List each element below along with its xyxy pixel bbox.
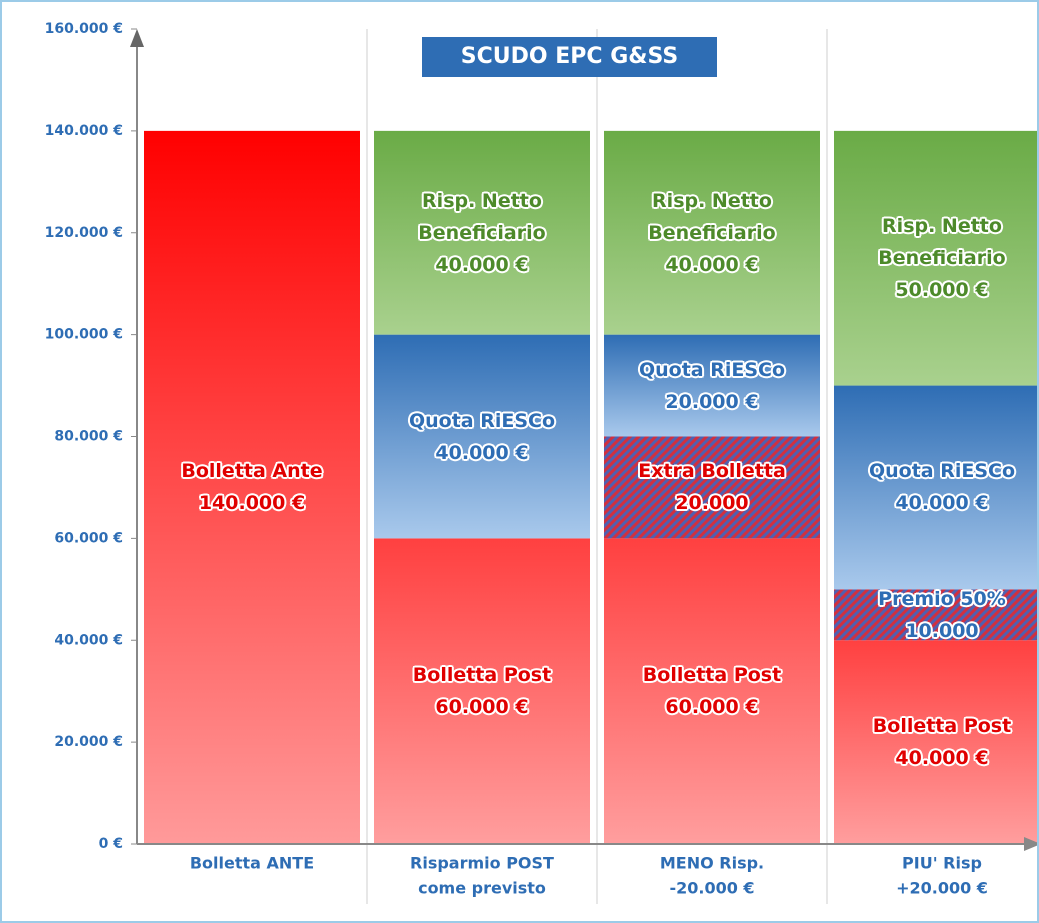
segment-label: Risp. Netto Beneficiario 50.000 €	[847, 210, 1037, 306]
segment-value: 140.000 €	[198, 492, 306, 515]
y-tick-label: 20.000 €	[54, 734, 123, 750]
segment-label: Bolletta Post 60.000 €	[617, 659, 807, 723]
x-tick-label: PIU' Risp	[902, 854, 982, 873]
segment-label: Quota RiESCo 40.000 €	[847, 455, 1037, 519]
bar-segment	[374, 538, 590, 844]
segment-value: 20.000	[675, 492, 749, 515]
segment-name: Risp. Netto Beneficiario	[418, 189, 546, 244]
y-axis-arrow	[130, 29, 144, 47]
segment-label: Risp. Netto Beneficiario 40.000 €	[387, 185, 577, 281]
y-tick-label: 120.000 €	[45, 225, 123, 241]
bar-segment	[834, 640, 1037, 844]
bar-segment	[604, 334, 820, 437]
x-tick-label: Risparmio POST	[410, 854, 554, 873]
segment-name: Risp. Netto Beneficiario	[648, 189, 776, 244]
y-tick-label: 140.000 €	[45, 123, 123, 139]
segment-value: 40.000 €	[435, 441, 529, 464]
segment-value: 40.000 €	[895, 747, 989, 770]
bar-segment	[604, 436, 820, 539]
segment-name: Quota RiESCo	[408, 409, 556, 432]
y-tick-label: 40.000 €	[54, 632, 123, 648]
segment-name: Extra Bolletta	[638, 460, 786, 483]
x-tick-label: Bolletta ANTE	[190, 854, 314, 873]
x-tick-label: come previsto	[418, 879, 546, 898]
segment-label: Premio 50% 10.000	[847, 583, 1037, 647]
segment-name: Premio 50%	[878, 587, 1006, 610]
segment-name: Bolletta Post	[412, 664, 552, 687]
bar-segment	[374, 130, 590, 335]
segment-name: Bolletta Post	[642, 664, 782, 687]
segment-name: Bolletta Post	[872, 715, 1012, 738]
segment-label: Bolletta Ante 140.000 €	[157, 455, 347, 519]
segment-label: Bolletta Post 60.000 €	[387, 659, 577, 723]
y-tick-label: 0 €	[99, 836, 123, 852]
segment-value: 50.000 €	[895, 279, 989, 302]
x-tick-label: +20.000 €	[896, 879, 988, 898]
x-axis-arrow	[1024, 837, 1037, 851]
segment-label: Extra Bolletta 20.000	[617, 455, 807, 519]
segment-name: Quota RiESCo	[638, 358, 786, 381]
chart-title: SCUDO EPC G&SS	[422, 37, 717, 77]
bar-segment	[604, 538, 820, 844]
segment-value: 20.000 €	[665, 390, 759, 413]
segment-label: Quota RiESCo 40.000 €	[387, 405, 577, 469]
y-tick-label: 60.000 €	[54, 530, 123, 546]
y-tick-label: 100.000 €	[45, 327, 123, 343]
bar-segment	[834, 589, 1037, 641]
x-tick-label: -20.000 €	[669, 879, 754, 898]
segment-value: 10.000	[905, 619, 979, 642]
x-tick-label: MENO Risp.	[660, 854, 764, 873]
segment-label: Risp. Netto Beneficiario 40.000 €	[617, 185, 807, 281]
y-tick-label: 80.000 €	[54, 429, 123, 445]
segment-name: Bolletta Ante	[181, 460, 323, 483]
bar-segment	[144, 130, 360, 844]
segment-value: 40.000 €	[895, 492, 989, 515]
bar-segment	[834, 130, 1037, 386]
y-tick-label: 160.000 €	[45, 21, 123, 37]
segment-value: 40.000 €	[665, 253, 759, 276]
bar-segment	[604, 130, 820, 335]
segment-value: 60.000 €	[665, 696, 759, 719]
bar-segment	[834, 385, 1037, 590]
segment-value: 60.000 €	[435, 696, 529, 719]
bar-segment	[374, 334, 590, 539]
segment-value: 40.000 €	[435, 253, 529, 276]
segment-label: Quota RiESCo 20.000 €	[617, 354, 807, 418]
segment-label: Bolletta Post 40.000 €	[847, 710, 1037, 774]
segment-name: Risp. Netto Beneficiario	[878, 215, 1006, 270]
segment-name: Quota RiESCo	[868, 460, 1016, 483]
